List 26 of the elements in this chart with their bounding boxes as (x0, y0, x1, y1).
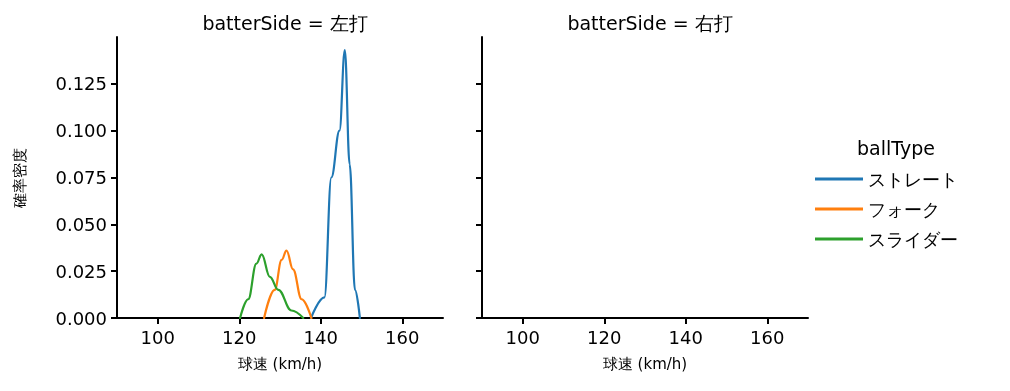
y-tick-label: 0.125 (55, 73, 107, 95)
x-tick-label: 120 (587, 326, 622, 348)
y-tick-label: 0.100 (55, 120, 107, 142)
legend-title: ballType (857, 136, 935, 159)
x-tick-label: 140 (303, 326, 338, 348)
line-series (263, 249, 313, 320)
legend-label: フォーク (868, 198, 940, 220)
x-tick-label: 160 (385, 326, 420, 348)
chart-title: batterSide = 左打 (202, 11, 368, 34)
x-tick-label: 100 (505, 326, 540, 348)
y-axis-title: 確率密度 (10, 147, 29, 209)
y-tick-label: 0.075 (55, 167, 107, 188)
legend-label: ストレート (868, 168, 958, 190)
x-tick-label: 120 (222, 326, 257, 348)
y-tick-label: 0.000 (55, 307, 107, 329)
y-tick-label: 0.025 (55, 260, 107, 282)
line-series (238, 253, 305, 320)
x-axis-title: 球速 (km/h) (602, 354, 688, 373)
x-tick-label: 140 (668, 326, 703, 348)
y-tick-label: 0.050 (55, 213, 107, 235)
x-axis-title: 球速 (km/h) (237, 354, 323, 373)
legend-label: スライダー (868, 228, 958, 250)
chart-title: batterSide = 右打 (567, 11, 733, 34)
x-tick-label: 160 (750, 326, 785, 348)
x-tick-label: 100 (140, 326, 175, 348)
line-series (309, 49, 361, 320)
